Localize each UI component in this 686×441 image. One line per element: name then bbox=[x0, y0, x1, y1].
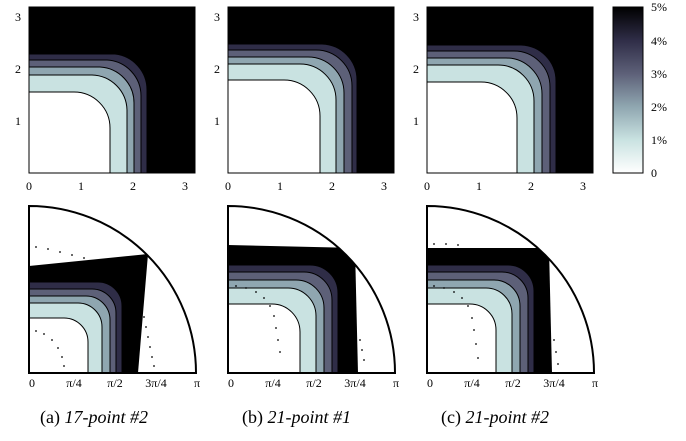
contour-level-1 bbox=[29, 317, 89, 373]
y-tick-label: 1 bbox=[413, 114, 419, 128]
quarter-circle-frame bbox=[227, 204, 397, 374]
x-tick-label: 3 bbox=[580, 179, 586, 193]
contour-level-1 bbox=[228, 303, 301, 373]
colorbar-tick-label: 5% bbox=[651, 0, 667, 14]
x-tick-label: 2 bbox=[329, 179, 335, 193]
panel-a-bottom bbox=[28, 204, 198, 374]
contour-level-1 bbox=[427, 303, 497, 373]
x-tick-label: π bbox=[592, 376, 598, 390]
contour-level-1 bbox=[29, 91, 111, 173]
x-tick-label: 0 bbox=[427, 376, 433, 390]
x-tick-label: 0 bbox=[26, 179, 32, 193]
panel-c-bottom bbox=[426, 204, 596, 374]
caption-prefix: (a) bbox=[40, 407, 60, 427]
axes-frame bbox=[28, 6, 196, 174]
caption-name: 17-point #2 bbox=[64, 407, 148, 427]
x-tick-label: 1 bbox=[78, 179, 84, 193]
x-tick-label: 0 bbox=[225, 179, 231, 193]
x-tick-label: 3π/4 bbox=[543, 376, 564, 390]
x-tick-label: π/4 bbox=[265, 376, 280, 390]
panel-b-top bbox=[227, 6, 395, 174]
y-tick-label: 1 bbox=[214, 114, 220, 128]
x-tick-label: 1 bbox=[277, 179, 283, 193]
caption-a: (a) 17-point #2 bbox=[40, 407, 148, 428]
y-tick-label: 2 bbox=[413, 62, 419, 76]
dotted-curve bbox=[433, 243, 559, 365]
contour-level-1 bbox=[228, 79, 321, 173]
colorbar-tick-label: 2% bbox=[651, 100, 667, 114]
x-tick-label: π bbox=[393, 376, 399, 390]
x-tick-label: 0 bbox=[424, 179, 430, 193]
caption-name: 21-point #2 bbox=[465, 407, 549, 427]
panel-a-top bbox=[28, 6, 196, 174]
dotted-curve bbox=[235, 285, 365, 361]
colorbar-tick-label: 3% bbox=[651, 67, 667, 81]
x-tick-label: 0 bbox=[29, 376, 35, 390]
x-tick-label: π/2 bbox=[306, 376, 321, 390]
y-tick-label: 2 bbox=[15, 62, 21, 76]
caption-prefix: (b) bbox=[242, 407, 263, 427]
colorbar-gradient bbox=[612, 6, 644, 174]
x-tick-label: 3π/4 bbox=[145, 376, 166, 390]
x-tick-label: 1 bbox=[476, 179, 482, 193]
quarter-circle-frame bbox=[426, 204, 596, 374]
x-tick-label: 3 bbox=[182, 179, 188, 193]
caption-name: 21-point #1 bbox=[267, 407, 352, 427]
y-tick-label: 3 bbox=[413, 10, 419, 24]
colorbar: 5% 4% 3% 2% 1% 0 bbox=[612, 0, 667, 180]
y-tick-label: 1 bbox=[15, 114, 21, 128]
x-tick-label: π/4 bbox=[464, 376, 479, 390]
caption-c: (c) 21-point #2 bbox=[441, 407, 549, 428]
quarter-circle-frame bbox=[28, 204, 198, 374]
x-tick-label: π/4 bbox=[66, 376, 81, 390]
caption-prefix: (c) bbox=[441, 407, 461, 427]
colorbar-tick-label: 1% bbox=[651, 133, 667, 147]
x-tick-label: 3 bbox=[381, 179, 387, 193]
x-tick-label: π/2 bbox=[107, 376, 122, 390]
colorbar-tick-label: 0 bbox=[651, 166, 657, 180]
x-tick-label: 0 bbox=[228, 376, 234, 390]
dotted-curve bbox=[35, 246, 155, 367]
x-tick-label: 2 bbox=[528, 179, 534, 193]
axes-frame bbox=[227, 6, 395, 174]
x-tick-label: π/2 bbox=[505, 376, 520, 390]
panel-c-top bbox=[426, 6, 594, 174]
axes-frame bbox=[426, 6, 594, 174]
contour-level-1 bbox=[427, 81, 518, 173]
y-tick-label: 3 bbox=[214, 10, 220, 24]
x-tick-label: 3π/4 bbox=[344, 376, 365, 390]
x-tick-label: π bbox=[194, 376, 200, 390]
x-tick-label: 2 bbox=[130, 179, 136, 193]
caption-b: (b) 21-point #1 bbox=[242, 407, 351, 428]
colorbar-tick-label: 4% bbox=[651, 34, 667, 48]
y-tick-label: 2 bbox=[214, 62, 220, 76]
y-tick-label: 3 bbox=[15, 10, 21, 24]
panel-b-bottom bbox=[227, 204, 397, 374]
